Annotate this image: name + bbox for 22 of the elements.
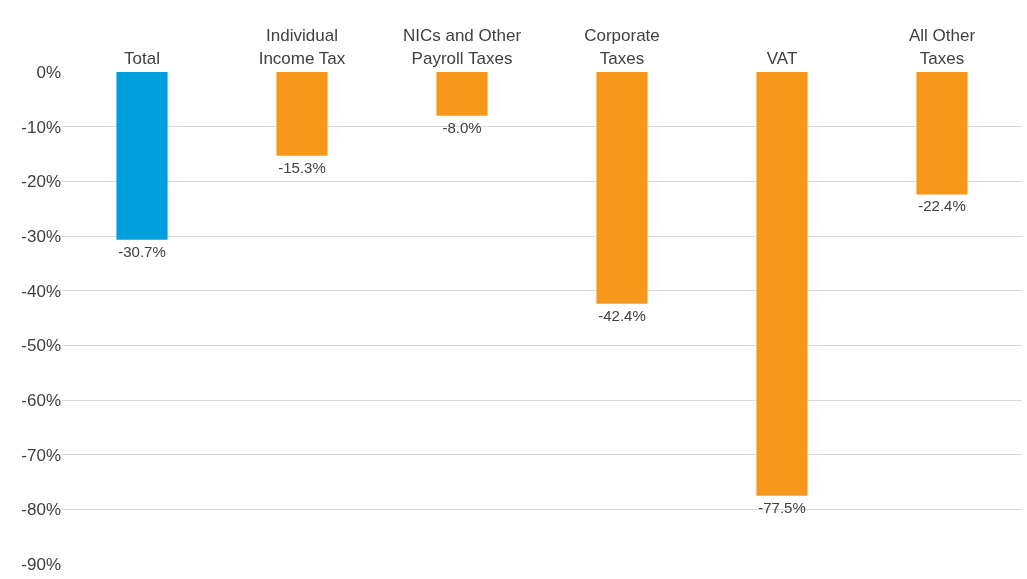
y-tick-label: -40%	[21, 281, 61, 301]
y-tick-label: -90%	[21, 554, 61, 574]
x-tick-label: Total	[124, 48, 160, 68]
x-tick-label: VAT	[766, 48, 798, 68]
x-tick-label: NICs and Other Payroll Taxes	[402, 26, 522, 68]
data-label: -8.0%	[442, 118, 482, 136]
y-tick-label: -60%	[21, 390, 61, 410]
y-tick-label: 0%	[36, 62, 61, 82]
y-tick-label: -20%	[21, 172, 61, 192]
data-label: -30.7%	[118, 242, 166, 260]
data-label: -15.3%	[278, 158, 326, 176]
y-tick-label: -50%	[21, 336, 61, 356]
y-tick-label: -70%	[21, 445, 61, 465]
x-tick-label: Corporate Taxes	[584, 26, 660, 68]
x-tick-label: Individual Income Tax	[258, 26, 346, 68]
x-tick-label: All Other Taxes	[908, 26, 976, 68]
y-tick-label: -80%	[21, 500, 61, 520]
data-label: -77.5%	[758, 498, 806, 516]
data-label: -22.4%	[918, 197, 966, 215]
data-label: -42.4%	[598, 306, 646, 324]
y-tick-label: -10%	[21, 117, 61, 137]
y-tick-label: -30%	[21, 226, 61, 246]
